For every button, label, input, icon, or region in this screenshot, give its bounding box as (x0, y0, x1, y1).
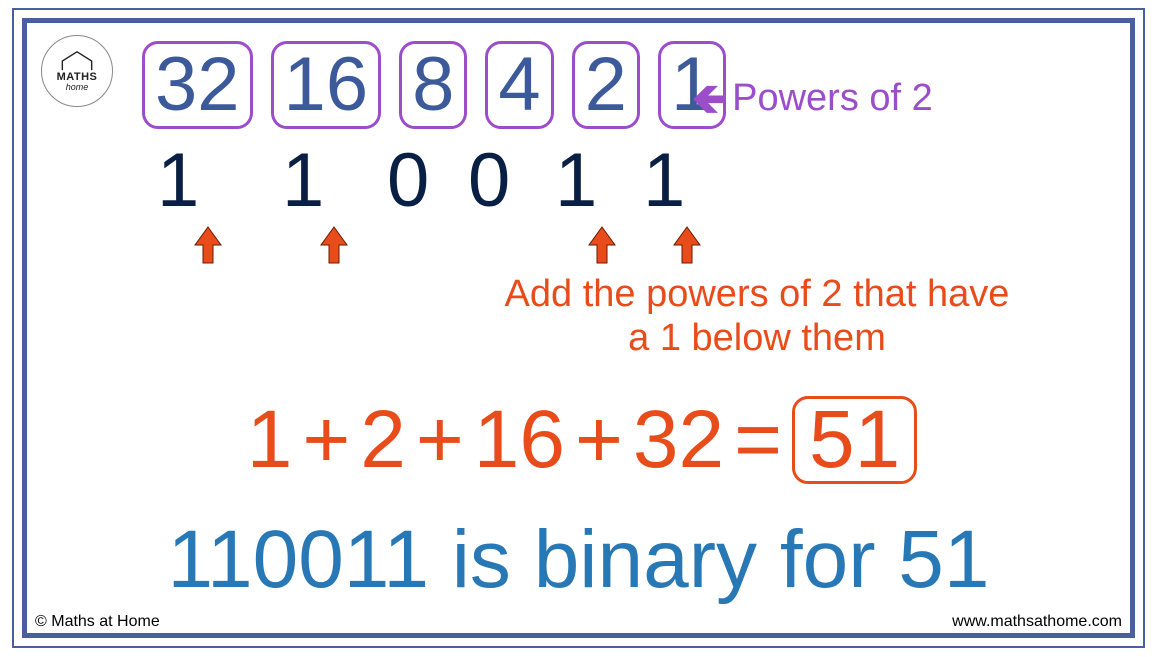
house-icon (58, 50, 96, 72)
power-box-16: 16 (271, 41, 382, 129)
binary-digit-2: 0 (387, 143, 429, 219)
equation-term-3: + (416, 393, 464, 487)
power-box-8: 8 (399, 41, 467, 129)
up-arrow-icon (193, 225, 223, 265)
powers-label-group: 🡸 Powers of 2 (692, 77, 933, 120)
binary-digit-5: 1 (643, 143, 685, 219)
power-box-4: 4 (485, 41, 553, 129)
equation: 1+2+16+32=51 (67, 393, 1097, 487)
equation-term-2: 2 (360, 393, 406, 487)
power-box-2: 2 (572, 41, 640, 129)
binary-digit-0: 1 (157, 143, 199, 219)
inner-frame: MATHS home 32168421 🡸 Powers of 2 110011… (22, 18, 1135, 638)
logo: MATHS home (41, 35, 113, 107)
binary-digit-3: 0 (468, 143, 510, 219)
binary-digit-4: 1 (555, 143, 597, 219)
equation-term-7: = (734, 393, 782, 487)
copyright: © Maths at Home (35, 613, 160, 631)
equation-term-1: + (302, 393, 350, 487)
equation-term-0: 1 (247, 393, 293, 487)
up-arrow-icon (587, 225, 617, 265)
up-arrow-icon (319, 225, 349, 265)
content-area: MATHS home 32168421 🡸 Powers of 2 110011… (27, 23, 1130, 633)
up-arrow-icon (672, 225, 702, 265)
equation-term-4: 16 (474, 393, 565, 487)
equation-term-6: 32 (633, 393, 724, 487)
instruction-text: Add the powers of 2 that have a 1 below … (497, 273, 1017, 360)
binary-digit-1: 1 (282, 143, 324, 219)
equation-term-5: + (575, 393, 623, 487)
powers-row: 32168421 (142, 41, 726, 129)
arrow-left-icon: 🡸 (692, 78, 726, 120)
logo-text-bottom: home (66, 83, 89, 92)
powers-label: Powers of 2 (732, 77, 933, 120)
conclusion: 110011 is binary for 51 (27, 513, 1130, 607)
website: www.mathsathome.com (952, 613, 1122, 631)
power-box-32: 32 (142, 41, 253, 129)
equation-result: 51 (792, 396, 917, 484)
